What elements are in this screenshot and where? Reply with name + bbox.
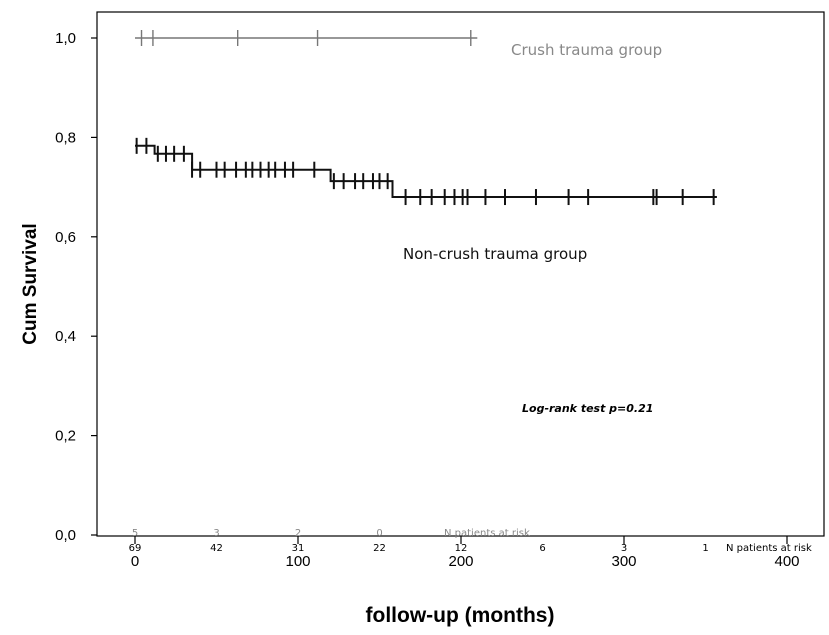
logrank-annotation: Log-rank test p=0.21 [522, 402, 653, 415]
crush-series-label: Crush trauma group [511, 41, 662, 59]
y-tick-label: 0,8 [55, 129, 76, 146]
y-tick-label: 0,6 [55, 229, 76, 246]
risk-count-noncrush: 69 [129, 543, 142, 554]
y-axis-title: Cum Survival [20, 223, 41, 344]
x-axis: 0 100 200 300 400 [131, 536, 800, 570]
risk-label-noncrush: N patients at risk [726, 543, 812, 554]
risk-label-crush: N patients at risk [444, 528, 530, 539]
x-axis-title: follow-up (months) [366, 604, 555, 627]
y-axis: 0,0 0,2 0,4 0,6 0,8 1,0 [55, 30, 97, 544]
y-tick-label: 0,4 [55, 328, 76, 345]
noncrush-survival-curve [135, 144, 717, 198]
y-tick-label: 0,2 [55, 428, 76, 445]
risk-count-noncrush: 31 [292, 543, 305, 554]
y-tick-label: 1,0 [55, 30, 76, 47]
y-tick-label: 0,0 [55, 527, 76, 544]
risk-count-noncrush: 6 [539, 543, 545, 554]
x-tick-label: 400 [774, 553, 799, 570]
risk-count-crush: 5 [132, 528, 138, 539]
risk-count-noncrush: 12 [455, 543, 468, 554]
risk-count-noncrush: 22 [373, 543, 386, 554]
x-tick-label: 300 [611, 553, 636, 570]
risk-count-crush: 2 [295, 528, 301, 539]
series-layer [135, 30, 717, 206]
noncrush-series-label: Non-crush trauma group [403, 245, 587, 263]
x-tick-label: 100 [285, 553, 310, 570]
x-tick-label: 0 [131, 553, 139, 570]
risk-count-noncrush: 3 [621, 543, 627, 554]
risk-count-crush: 0 [376, 528, 382, 539]
x-tick-label: 200 [448, 553, 473, 570]
plot-frame [96, 11, 825, 537]
risk-count-noncrush: 1 [702, 543, 708, 554]
risk-count-noncrush: 42 [210, 543, 223, 554]
risk-count-crush: 3 [213, 528, 219, 539]
